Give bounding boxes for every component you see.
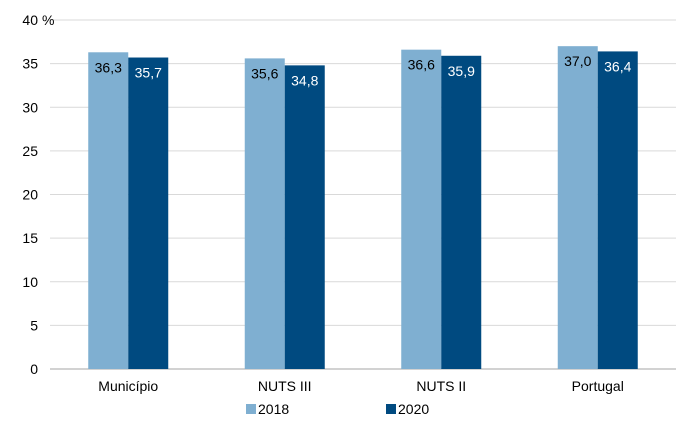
y-axis-ticks: 0 5 10 15 20 25 30 35 40% xyxy=(22,12,54,377)
legend: 2018 2020 xyxy=(246,401,429,417)
legend-label: 2020 xyxy=(398,401,429,417)
y-tick-label: 30 xyxy=(22,99,38,115)
bar-2018 xyxy=(557,46,598,370)
x-tick-label: Portugal xyxy=(572,378,624,394)
legend-swatch-2020 xyxy=(386,404,396,414)
x-tick-label: NUTS III xyxy=(258,378,312,394)
y-tick-label: 35 xyxy=(22,56,38,72)
data-label: 36,6 xyxy=(408,57,435,73)
bars xyxy=(88,46,638,370)
legend-swatch-2018 xyxy=(246,404,256,414)
data-label: 34,8 xyxy=(291,72,318,88)
bar-2018 xyxy=(401,49,442,369)
x-tick-label: NUTS II xyxy=(416,378,466,394)
x-tick-label: Município xyxy=(98,378,158,394)
y-tick-label: 25 xyxy=(22,143,38,159)
y-unit-label: % xyxy=(42,12,54,28)
bar-2018 xyxy=(88,52,129,369)
y-tick-label: 10 xyxy=(22,274,38,290)
data-label: 37,0 xyxy=(564,53,591,69)
data-label: 35,6 xyxy=(251,65,278,81)
bar-2020 xyxy=(128,57,169,370)
data-labels: 36,3 35,7 35,6 34,8 36,6 35,9 37,0 36,4 xyxy=(95,53,632,88)
data-label: 36,3 xyxy=(95,59,122,75)
bar-2020 xyxy=(597,51,638,369)
bar-2018 xyxy=(244,58,285,369)
bar-2020 xyxy=(441,55,482,370)
y-tick-label: 15 xyxy=(22,230,38,246)
data-label: 36,4 xyxy=(604,58,631,74)
y-tick-label: 5 xyxy=(30,317,38,333)
y-tick-label: 20 xyxy=(22,187,38,203)
x-axis-categories: Município NUTS III NUTS II Portugal xyxy=(98,378,624,394)
y-tick-label: 40 xyxy=(22,12,38,28)
legend-label: 2018 xyxy=(258,401,289,417)
bar-2020 xyxy=(284,65,325,370)
data-label: 35,7 xyxy=(135,65,162,81)
data-label: 35,9 xyxy=(448,63,475,79)
y-tick-label: 0 xyxy=(30,361,38,377)
